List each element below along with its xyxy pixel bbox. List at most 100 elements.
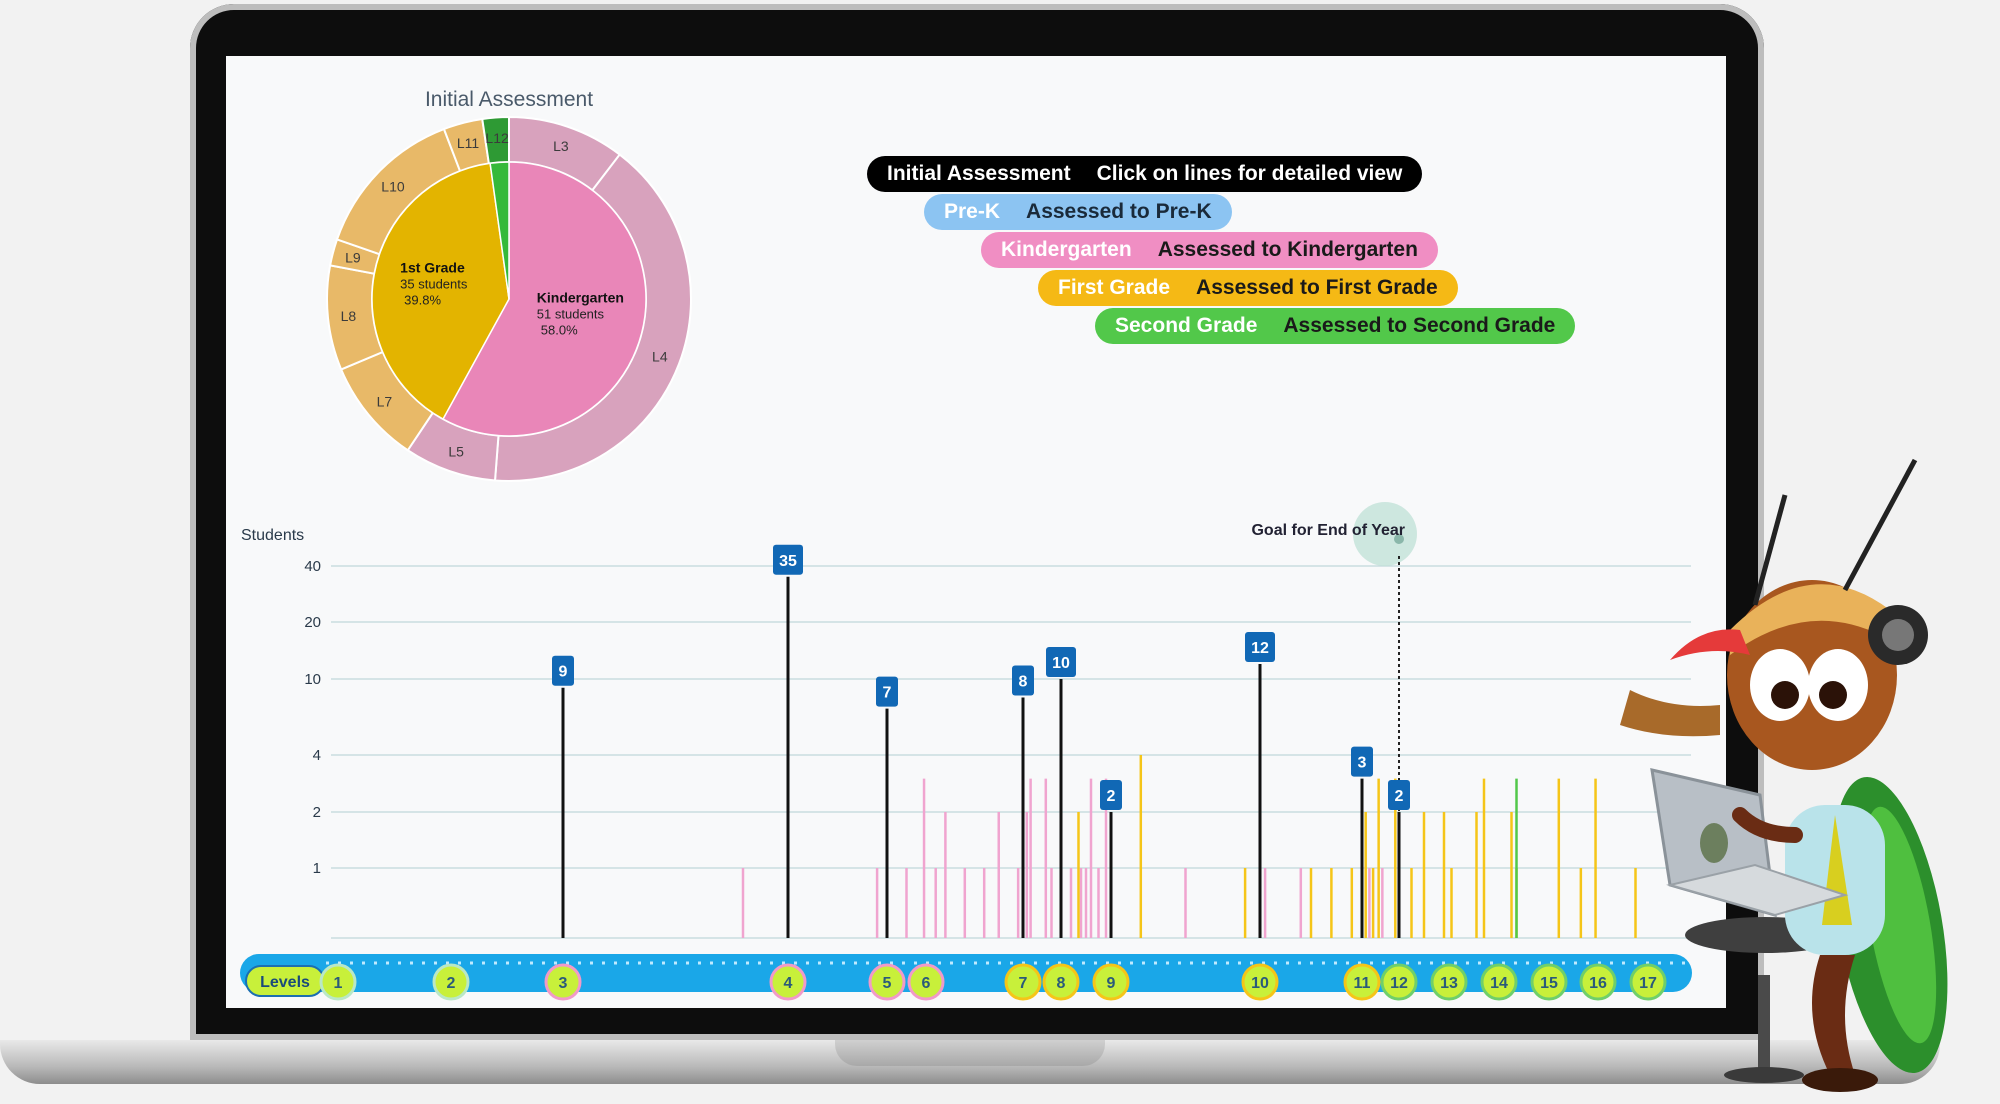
level-label: 16 — [1589, 975, 1607, 992]
y-tick-label: 20 — [304, 614, 321, 631]
legend-header[interactable]: Initial Assessment Click on lines for de… — [867, 156, 1423, 192]
stool-stem — [1758, 975, 1770, 1075]
value-badge-label: 7 — [883, 685, 892, 702]
pie-inner-slice-kindergarten[interactable] — [441, 161, 647, 437]
headphone-inner — [1882, 619, 1914, 651]
level-marker-5[interactable] — [868, 963, 906, 1001]
level-marker-12[interactable] — [1380, 963, 1418, 1001]
pie-outer-label: L4 — [652, 349, 668, 365]
level-label: 6 — [922, 975, 931, 992]
level-marker-9[interactable] — [1092, 963, 1130, 1001]
legend-item-first-grade-label: First Grade — [1058, 276, 1171, 299]
legend-item-pre-k-text: Assessed to Pre-K — [1026, 200, 1212, 223]
pie-inner-percent: 39.8% — [404, 292, 441, 307]
level-marker-17[interactable] — [1629, 963, 1667, 1001]
y-axis-label: Students — [241, 527, 304, 544]
pie-inner-slice-2nd-grade[interactable] — [489, 161, 510, 300]
level-label: 2 — [447, 975, 456, 992]
y-tick-label: 4 — [313, 747, 321, 764]
level-marker-13[interactable] — [1430, 963, 1468, 1001]
legend-header-hint: Click on lines for detailed view — [1096, 162, 1403, 185]
value-badge[interactable] — [1012, 665, 1034, 696]
value-badge-label: 35 — [779, 553, 797, 570]
ant-shoe — [1802, 1068, 1878, 1092]
value-badge[interactable] — [1100, 780, 1122, 810]
ant-arm — [1732, 807, 1803, 843]
pie-inner-students: 35 students — [400, 276, 468, 291]
ant-pupil-left — [1771, 681, 1799, 709]
legend-item-kindergarten-label: Kindergarten — [1001, 238, 1132, 261]
value-badge[interactable] — [552, 655, 574, 686]
ant-mascot — [1620, 458, 1948, 1092]
level-marker-10[interactable] — [1241, 963, 1279, 1001]
level-label: 7 — [1019, 975, 1028, 992]
level-marker-8[interactable] — [1042, 963, 1080, 1001]
level-label: 9 — [1107, 975, 1116, 992]
value-badge-label: 2 — [1107, 788, 1116, 805]
antenna-left — [1752, 494, 1788, 606]
pie-title: Initial Assessment — [425, 88, 593, 111]
level-marker-16[interactable] — [1579, 963, 1617, 1001]
value-badge[interactable] — [1245, 632, 1275, 663]
level-bars[interactable] — [741, 755, 1637, 938]
stool-base — [1724, 1067, 1804, 1083]
value-badge-label: 9 — [559, 664, 568, 681]
level-marker-3[interactable] — [544, 963, 582, 1001]
value-badge[interactable] — [876, 676, 898, 707]
level-marker-7[interactable] — [1004, 963, 1042, 1001]
legend-item-pre-k-label: Pre-K — [944, 200, 1001, 223]
level-label: 13 — [1440, 975, 1458, 992]
pie-outer-label: L7 — [377, 394, 393, 410]
legend-header-title: Initial Assessment — [887, 162, 1071, 185]
ant-cap — [1730, 584, 1890, 655]
value-badge[interactable] — [1388, 780, 1410, 810]
level-label: 8 — [1057, 975, 1066, 992]
goal-marker: Goal for End of Year — [1251, 502, 1417, 938]
level-label: 14 — [1490, 975, 1508, 992]
level-marker-15[interactable] — [1530, 963, 1568, 1001]
assessment-bars[interactable]: 9 35 7 8 10 2 12 3 2 — [552, 544, 1410, 938]
ant-snout — [1620, 690, 1720, 737]
value-badge[interactable] — [1046, 647, 1076, 677]
pie-outer-label: L11 — [457, 135, 480, 151]
level-marker-11[interactable] — [1343, 963, 1381, 1001]
legend-item-kindergarten-text: Assessed to Kindergarten — [1157, 238, 1418, 261]
level-label: 10 — [1251, 975, 1269, 992]
value-badge[interactable] — [773, 544, 803, 575]
level-label: 15 — [1540, 975, 1558, 992]
pie-outer-label: L8 — [341, 308, 357, 324]
legend-item-pre-k[interactable]: Pre-K Assessed to Pre-K — [924, 194, 1232, 230]
level-axis[interactable]: Levels 1 2 3 4 5 6 7 8 9 10 11 12 13 14 15 16 17 — [240, 954, 1692, 1001]
value-badge-label: 10 — [1052, 655, 1070, 672]
levels-label: Levels — [260, 974, 310, 991]
value-badge[interactable] — [1351, 746, 1373, 777]
pie-outer-label: L5 — [448, 444, 464, 460]
app-screen: Initial Assessment L3 L4 L5 L7 L8 L9 L10 L11 L12… — [226, 56, 1726, 1008]
goal-halo — [1353, 502, 1417, 566]
pie-inner-grade-label: 1st Grade — [400, 259, 465, 275]
y-tick-label: 10 — [304, 671, 321, 688]
cap-brim — [1670, 629, 1750, 660]
level-marker-14[interactable] — [1480, 963, 1518, 1001]
level-marker-2[interactable] — [432, 963, 470, 1001]
pie-outer-label: L12 — [485, 130, 509, 146]
legend-item-kindergarten[interactable]: Kindergarten Assessed to Kindergarten — [981, 232, 1438, 268]
legend-item-second-grade-text: Assessed to Second Grade — [1283, 314, 1556, 337]
initial-assessment-pie[interactable]: Initial Assessment L3 L4 L5 L7 L8 L9 L10 L11 L12… — [316, 66, 756, 506]
goal-label: Goal for End of Year — [1251, 522, 1405, 539]
legend-item-second-grade[interactable]: Second Grade Assessed to Second Grade — [1095, 308, 1576, 344]
y-tick-label: 1 — [313, 860, 321, 877]
pie-inner-slice-1st-grade[interactable] — [371, 162, 510, 421]
pie-inner-grade-label: Kindergarten — [537, 289, 624, 305]
ant-pupil-right — [1819, 681, 1847, 709]
pie-inner-percent: 58.0% — [541, 322, 578, 337]
level-marker-1[interactable] — [319, 963, 357, 1001]
level-marker-4[interactable] — [769, 963, 807, 1001]
legend-item-first-grade[interactable]: First Grade Assessed to First Grade — [1038, 270, 1458, 306]
value-badge-label: 2 — [1395, 788, 1404, 805]
laptop-logo — [1700, 823, 1728, 863]
level-marker-6[interactable] — [907, 963, 945, 1001]
goal-dot — [1394, 534, 1404, 544]
